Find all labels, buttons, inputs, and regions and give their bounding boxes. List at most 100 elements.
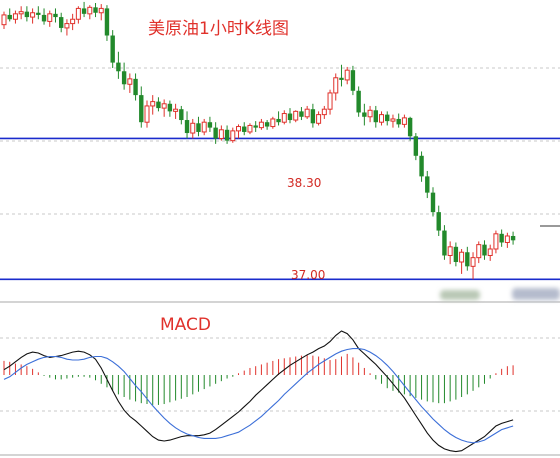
candle-body [156,101,161,109]
candle-body [150,101,156,107]
candle-body [81,8,87,14]
candle [316,111,322,126]
candle-body [173,108,179,112]
candle-body [75,7,81,20]
candle-body [53,13,58,18]
candle [18,6,24,20]
candle-body [367,109,373,118]
candle [127,73,133,93]
candle-body [419,155,424,177]
candle [401,114,407,128]
candle-body [179,109,184,121]
level-label-38-30: 38.30 [287,176,321,190]
macd-line [3,330,514,453]
candle [167,100,173,117]
candle [139,86,144,128]
candle [87,5,93,20]
candle [413,133,419,161]
candle [156,97,161,112]
candle-body [390,118,396,122]
candle [396,113,401,128]
candle [356,86,361,117]
candle-body [184,120,190,134]
candle-body [30,12,36,18]
grid-layer [0,67,560,456]
candle-body [12,13,18,20]
candle [453,242,459,267]
candle [258,118,264,130]
candle-body [218,129,224,139]
candle-body [236,126,242,132]
candle-body [407,117,413,137]
candle [367,105,373,123]
candle [321,105,327,119]
candle [465,246,470,271]
signal-line [3,348,514,444]
candle-body [379,114,385,123]
candle-body [293,110,299,121]
candle-body [207,122,213,128]
candle [184,111,190,139]
candle [299,107,304,121]
candle-body [453,246,459,262]
candle-body [70,18,76,25]
candle-body [93,7,98,13]
candle-body [247,124,253,133]
candle [379,111,385,126]
candle [510,231,516,245]
candle [59,12,64,33]
candle [236,124,242,139]
candle-body [287,113,293,121]
candle [333,73,339,101]
candle [327,89,333,115]
candle [476,241,482,264]
candle-body [1,14,7,26]
candle [247,123,253,135]
candle-body [430,192,436,213]
candle-body [190,122,196,134]
candle-body [41,14,47,22]
candle-body [482,244,487,256]
candle-body [110,35,115,63]
candle [218,125,224,141]
candle-body [59,17,64,28]
candle-body [139,95,144,123]
level-lines [0,137,560,281]
candle [224,125,230,144]
candle-body [7,14,12,20]
candle [447,241,453,265]
candle-body [470,257,476,267]
candle [344,66,350,85]
candle [436,205,441,236]
candle-body [510,235,516,241]
candle [24,6,30,22]
candle-body [276,118,281,123]
macd-title: MACD [160,315,211,335]
candle-body [487,248,493,256]
candle-body [121,71,127,85]
candle [190,118,196,139]
candle-body [36,12,41,15]
candle [493,230,499,254]
candle-body [442,230,447,256]
candle-body [47,13,53,22]
candle [207,116,213,132]
level-label-37-00: 37.00 [291,268,325,282]
candle [12,10,18,24]
candle [442,225,447,260]
candle-body [87,6,93,15]
candle-body [447,246,453,256]
candle [201,118,207,136]
candle [362,103,367,126]
candle-body [104,8,110,36]
candle-body [459,251,465,263]
candle [385,111,390,126]
candle-body [333,77,339,94]
candle [293,110,299,123]
candle-body [321,108,327,116]
candle-body [493,233,499,250]
candle [110,30,115,69]
candle [482,240,487,260]
candle-body [373,110,378,123]
